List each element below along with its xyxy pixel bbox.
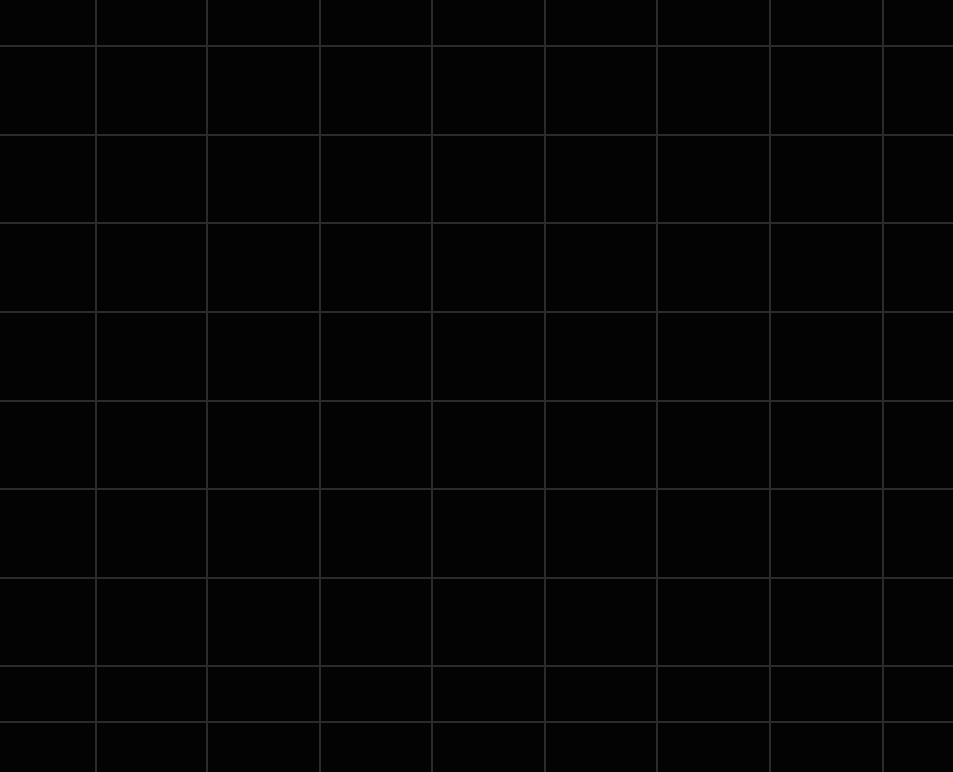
grid-line-vertical [544, 0, 546, 772]
grid-line-horizontal [0, 222, 953, 224]
grid-line-vertical [882, 0, 884, 772]
grid-line-vertical [769, 0, 771, 772]
grid-line-vertical [95, 0, 97, 772]
grid-line-horizontal [0, 134, 953, 136]
grid-line-horizontal [0, 721, 953, 723]
grid-line-horizontal [0, 311, 953, 313]
grid-line-vertical [206, 0, 208, 772]
grid-line-horizontal [0, 665, 953, 667]
grid-line-horizontal [0, 400, 953, 402]
grid-line-horizontal [0, 488, 953, 490]
grid-line-vertical [319, 0, 321, 772]
grid-line-vertical [656, 0, 658, 772]
grid-line-horizontal [0, 577, 953, 579]
grid-line-horizontal [0, 45, 953, 47]
grid-line-vertical [431, 0, 433, 772]
